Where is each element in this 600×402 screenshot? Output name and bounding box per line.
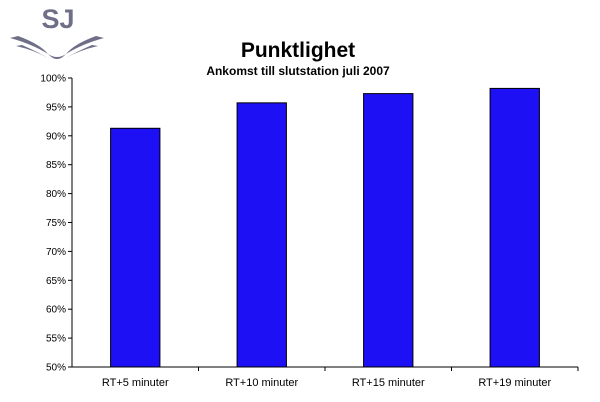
logo-center <box>48 54 66 59</box>
y-tick-label: 50% <box>46 363 66 374</box>
x-tick-label: RT+10 minuter <box>225 377 298 389</box>
x-tick-label: RT+5 minuter <box>102 377 169 389</box>
logo-text: SJ <box>41 4 74 34</box>
y-tick-label: 90% <box>46 131 66 142</box>
chart-title: Punktlighet <box>241 39 355 62</box>
y-tick-label: 60% <box>46 305 66 316</box>
x-tick-label: RT+19 minuter <box>478 377 551 389</box>
y-tick-label: 85% <box>46 160 66 171</box>
y-tick-label: 65% <box>46 276 66 287</box>
y-tick-label: 75% <box>46 218 66 229</box>
logo-wing-right-top <box>66 36 104 54</box>
bar <box>363 93 414 368</box>
bar <box>236 102 287 368</box>
logo-wing-right-bottom <box>66 45 98 58</box>
chart-subtitle: Ankomst till slutstation juli 2007 <box>206 64 390 78</box>
logo-wing-left-top <box>10 36 48 54</box>
y-tick-labels: 50% 55% 60% 65% 70% 75% 80% 85% 90% 95% 100% <box>40 74 66 374</box>
y-tick-label: 95% <box>46 102 66 113</box>
x-tick-label: RT+15 minuter <box>352 377 425 389</box>
bar <box>110 127 161 368</box>
bars <box>110 87 540 368</box>
y-tick-label: 55% <box>46 334 66 345</box>
bar <box>489 87 540 368</box>
y-tick-label: 70% <box>46 247 66 258</box>
y-tick-label: 100% <box>40 74 66 85</box>
x-tick-labels: RT+5 minuter RT+10 minuter RT+15 minuter RT… <box>102 377 552 389</box>
logo-wing-left-bottom <box>16 45 48 58</box>
sj-logo: SJ <box>10 4 104 59</box>
y-tick-label: 80% <box>46 189 66 200</box>
